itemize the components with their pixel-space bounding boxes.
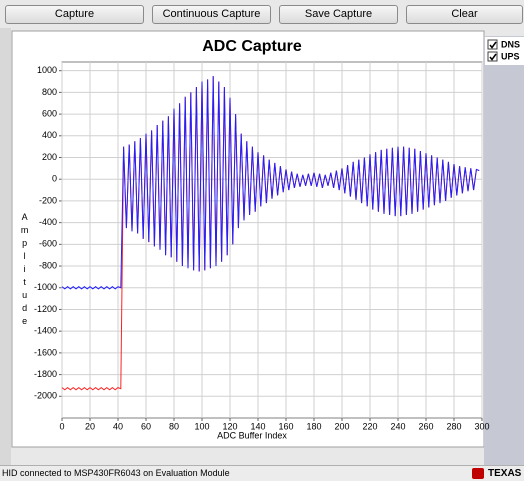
x-tick-label: 140 [250,421,265,431]
x-tick-label: 0 [59,421,64,431]
series-line [61,76,480,290]
x-tick-label: 40 [113,421,123,431]
y-tick-label: -800 [39,260,57,270]
x-tick-label: 120 [222,421,237,431]
save-capture-button[interactable]: Save Capture [279,5,398,24]
y-tick-label: -2000 [34,391,57,401]
y-tick-label: 800 [42,87,57,97]
x-tick-label: 60 [141,421,151,431]
y-tick-label: 200 [42,152,57,162]
y-tick-label: 600 [42,108,57,118]
y-tick-label: 1000 [37,65,57,75]
y-tick-label: 400 [42,130,57,140]
x-tick-label: 160 [278,421,293,431]
x-tick-label: 240 [390,421,405,431]
x-tick-label: 260 [418,421,433,431]
plot-area [61,61,483,419]
x-tick-label: 100 [194,421,209,431]
x-tick-label: 280 [446,421,461,431]
legend-label: UPS [501,51,520,61]
x-tick-label: 180 [306,421,321,431]
logo-icon [472,468,484,479]
y-tick-label: -600 [39,239,57,249]
y-tick-label: -1400 [34,326,57,336]
y-tick-label: -200 [39,195,57,205]
legend-checkbox[interactable] [487,39,498,50]
chart-title: ADC Capture [202,38,302,55]
clear-button[interactable]: Clear [406,5,523,24]
x-tick-label: 200 [334,421,349,431]
y-tick-label: -1800 [34,369,57,379]
status-text: HID connected to MSP430FR6043 on Evaluat… [2,468,230,478]
legend-check [489,41,497,49]
y-axis-label: Amplitude [20,212,30,329]
legend-label: DNS [501,39,520,49]
y-tick-label: -400 [39,217,57,227]
continuous-capture-button[interactable]: Continuous Capture [152,5,271,24]
x-axis-label: ADC Buffer Index [217,430,287,440]
y-tick-label: -1200 [34,304,57,314]
y-tick-label: -1000 [34,282,57,292]
y-tick-label: -1600 [34,347,57,357]
x-tick-label: 220 [362,421,377,431]
left-strip [0,28,11,465]
legend-check [489,53,497,61]
x-tick-label: 80 [169,421,179,431]
legend-checkbox[interactable] [487,51,498,62]
status-bar: HID connected to MSP430FR6043 on Evaluat… [0,465,524,481]
capture-button[interactable]: Capture [5,5,144,24]
legend-panel [484,36,524,465]
x-tick-label: 20 [85,421,95,431]
chart: ADC Capture ADC Buffer Index Amplitude -… [0,28,524,465]
y-tick-label: 0 [52,174,57,184]
logo-text: TEXAS IN [488,468,524,479]
x-tick-label: 300 [474,421,489,431]
